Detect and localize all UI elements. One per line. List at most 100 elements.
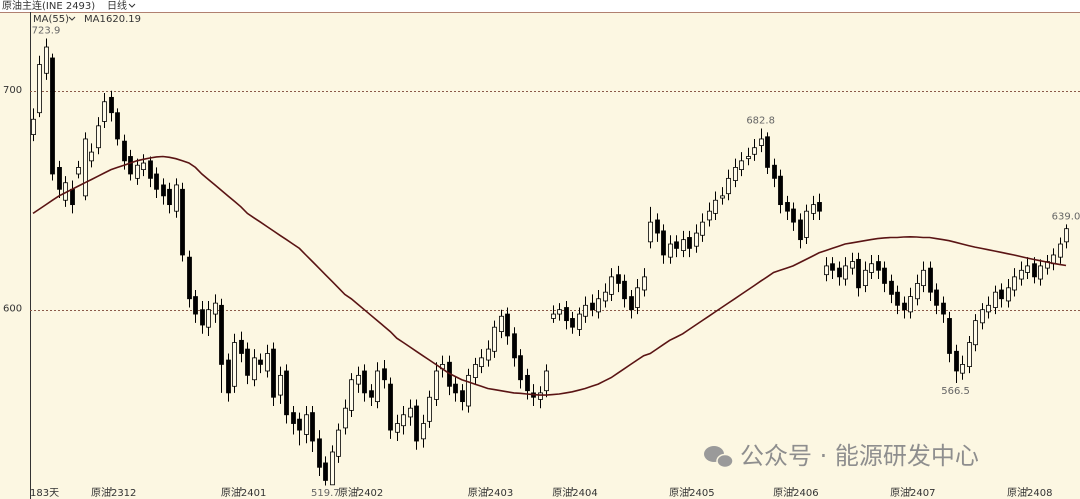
candle-body <box>921 269 926 287</box>
candle-body <box>408 407 413 418</box>
candle-body <box>557 309 562 315</box>
candle-body <box>50 57 55 175</box>
candle-body <box>486 348 491 361</box>
indicator-chevron[interactable] <box>68 16 76 21</box>
candle-body <box>837 267 842 278</box>
candle-body <box>590 302 595 311</box>
watermark-icon <box>716 453 734 469</box>
candle-body <box>739 160 744 171</box>
candle-body <box>479 357 484 368</box>
x-tick-label: 原油2405 <box>669 486 714 499</box>
indicator-name[interactable]: MA(55) <box>33 14 69 25</box>
annotation: 566.5 <box>941 386 970 397</box>
candle-body <box>642 276 647 291</box>
annotation: 682.8 <box>746 115 775 126</box>
candle-body <box>401 414 406 427</box>
candle-body <box>174 184 179 212</box>
candle-body <box>180 188 185 256</box>
candle-body <box>668 243 673 258</box>
candle-body <box>830 263 835 271</box>
annotation: 639.0 <box>1052 211 1080 222</box>
period-selector[interactable]: 日线 <box>107 0 127 12</box>
watermark-text: 公众号 · 能源研发中心 <box>740 442 979 470</box>
candle-body <box>947 318 952 354</box>
candle-body <box>265 353 270 372</box>
candle-body <box>648 221 653 243</box>
candle-body <box>356 374 361 385</box>
candle-body <box>525 374 530 392</box>
candle-body <box>518 355 523 381</box>
candle-body <box>115 112 120 140</box>
x-tick-label: 原油2402 <box>338 486 383 499</box>
candle-body <box>512 333 517 359</box>
candle-body <box>1038 265 1043 280</box>
candle-body <box>791 208 796 223</box>
candle-body <box>336 429 341 457</box>
candle-body <box>421 423 426 440</box>
ma-legend-name: MA1 <box>84 14 106 25</box>
candle-body <box>167 188 172 206</box>
candle-body <box>967 342 972 368</box>
candle-body <box>57 167 62 190</box>
candle-body <box>908 296 913 313</box>
candle-body <box>720 195 725 199</box>
candle-body <box>193 296 198 315</box>
candle-body <box>863 269 868 287</box>
candle-body <box>687 237 692 249</box>
candle-body <box>453 383 458 394</box>
candle-body <box>1032 263 1037 278</box>
candle-body <box>206 309 211 328</box>
candle-body <box>89 151 94 162</box>
candle-body <box>876 261 881 271</box>
candle-body <box>544 370 549 392</box>
x-tick-label: 原油2403 <box>468 486 513 499</box>
candle-body <box>765 136 770 168</box>
candle-body <box>96 125 101 149</box>
candle-body <box>661 230 666 256</box>
candle-body <box>635 287 640 308</box>
y-tick-label: 600 <box>3 304 22 315</box>
candle-body <box>772 164 777 179</box>
candle-body <box>856 258 861 289</box>
candle-body <box>330 451 335 486</box>
candle-body <box>980 309 985 324</box>
candle-body <box>427 396 432 422</box>
candle-body <box>375 370 380 403</box>
ma-legend-value: 620.19 <box>106 14 141 25</box>
candle-body <box>414 405 419 442</box>
candle-body <box>323 462 328 481</box>
y-tick-label: 700 <box>3 85 22 96</box>
candle-body <box>219 304 224 365</box>
candle-body <box>726 177 731 195</box>
candle-body <box>1025 265 1030 273</box>
period-chevron[interactable] <box>128 3 136 8</box>
candle-body <box>466 374 471 407</box>
candle-body <box>505 313 510 337</box>
annotation: 723.9 <box>32 25 61 36</box>
annotation: 519.7 <box>311 488 340 499</box>
candle-body <box>271 348 276 398</box>
candle-body <box>109 96 114 114</box>
candle-body <box>798 219 803 241</box>
candle-body <box>889 280 894 295</box>
candle-body <box>915 283 920 300</box>
candle-body <box>954 350 959 372</box>
candle-body <box>382 368 387 381</box>
candle-body <box>850 261 855 269</box>
candle-body <box>258 359 263 365</box>
candle-body <box>707 210 712 221</box>
candle-body <box>343 407 348 429</box>
candle-body <box>297 418 302 431</box>
watermark: 公众号 · 能源研发中心 <box>704 442 979 470</box>
candle-body <box>239 339 244 354</box>
candle-body <box>83 138 88 197</box>
candle-body <box>882 267 887 284</box>
candle-body <box>245 348 250 376</box>
x-tick-label: 原油2401 <box>221 486 266 499</box>
candle-body <box>986 304 991 313</box>
candle-body <box>70 188 75 206</box>
candle-body <box>622 280 627 300</box>
x-tick-label: 原油2406 <box>773 486 818 499</box>
candle-body <box>148 160 153 179</box>
